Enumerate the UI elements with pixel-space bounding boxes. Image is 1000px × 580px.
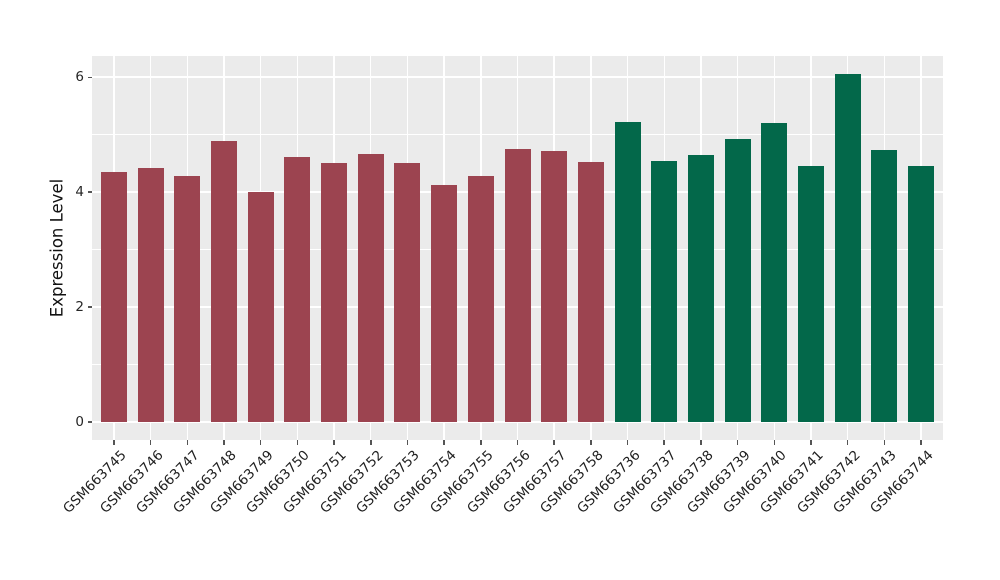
bar (724, 139, 751, 423)
bar (357, 153, 384, 423)
x-axis-tick (186, 440, 189, 445)
x-axis-tick (553, 440, 555, 445)
x-axis-tick (626, 440, 629, 445)
bar (174, 175, 201, 423)
y-axis-tick-label: 2 (75, 299, 84, 316)
bar (247, 191, 274, 423)
bar (614, 121, 641, 423)
x-axis-tick (590, 440, 592, 445)
bar (137, 167, 164, 423)
x-axis-tick (149, 440, 152, 445)
bar (797, 165, 824, 423)
x-axis-tick (773, 440, 776, 445)
bar (504, 148, 531, 423)
bar (541, 150, 568, 423)
bar (211, 140, 238, 423)
x-axis-tick (406, 440, 409, 445)
y-axis-tick (87, 191, 92, 193)
bar (467, 176, 494, 423)
x-axis-tick (736, 440, 739, 445)
x-axis-tick (443, 440, 445, 445)
bar (431, 185, 458, 423)
y-axis-tick-label: 4 (75, 184, 84, 201)
x-axis-tick (516, 440, 519, 445)
bar (321, 162, 348, 423)
bar (761, 123, 788, 423)
y-axis-tick (87, 76, 92, 79)
bar (651, 160, 678, 423)
bar (284, 156, 311, 423)
x-axis-tick (333, 440, 335, 445)
bar (834, 74, 861, 423)
x-axis-tick (223, 440, 225, 445)
bar (871, 150, 898, 423)
x-axis-tick (846, 440, 849, 445)
y-axis-tick (87, 421, 92, 423)
x-axis-tick (920, 440, 922, 445)
x-axis-tick (810, 440, 812, 445)
bar (907, 166, 934, 423)
y-axis-tick (87, 306, 92, 308)
y-axis-tick-label: 6 (75, 69, 84, 86)
bar (687, 155, 714, 423)
bar (577, 162, 604, 423)
x-axis-tick (370, 440, 372, 445)
y-axis-tick-label: 0 (75, 414, 84, 431)
x-axis-tick (480, 440, 482, 445)
x-axis-tick (663, 440, 665, 445)
x-axis-tick (883, 440, 886, 445)
x-axis-tick (700, 440, 702, 445)
x-axis-tick (296, 440, 299, 445)
y-axis-title: Expression Level (47, 178, 67, 318)
x-axis-tick (113, 440, 115, 445)
bar (394, 162, 421, 423)
x-axis-tick (259, 440, 262, 445)
bar (101, 172, 127, 423)
